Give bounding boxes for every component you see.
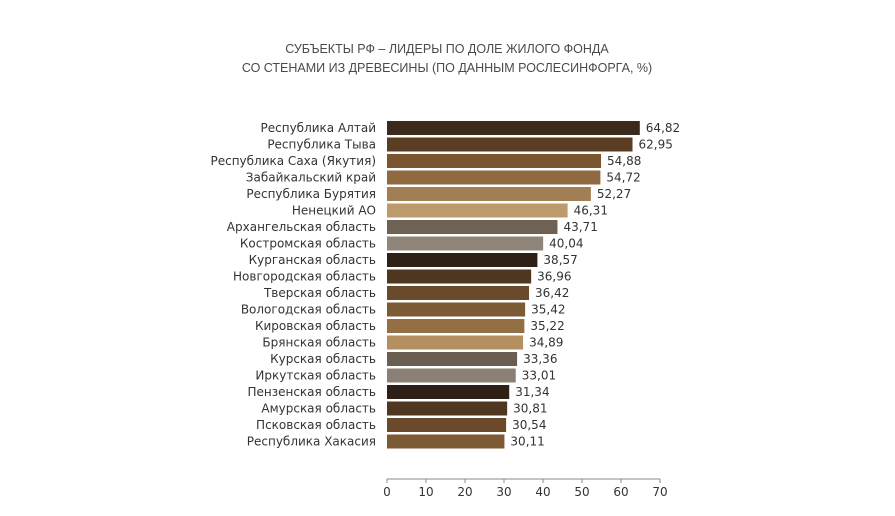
bar xyxy=(387,418,507,432)
bar xyxy=(387,269,532,284)
value-label: 54,72 xyxy=(606,171,640,185)
value-label: 38,57 xyxy=(543,253,577,267)
bar xyxy=(387,187,591,201)
x-tick-label: 60 xyxy=(613,485,628,499)
bar xyxy=(387,335,524,350)
category-label: Новгородская область xyxy=(233,270,376,284)
category-label: Курская область xyxy=(270,352,376,366)
value-label: 54,88 xyxy=(607,154,641,168)
bar xyxy=(387,401,508,416)
x-tick-label: 0 xyxy=(383,485,391,499)
bar xyxy=(387,236,544,251)
bar xyxy=(387,253,538,267)
value-label: 43,71 xyxy=(563,220,597,234)
chart-title: СУБЪЕКТЫ РФ – ЛИДЕРЫ ПО ДОЛЕ ЖИЛОГО ФОНД… xyxy=(242,42,652,75)
value-label: 30,11 xyxy=(510,435,544,449)
value-label: 62,95 xyxy=(639,138,673,152)
bar xyxy=(387,319,525,333)
value-label: 35,42 xyxy=(531,303,565,317)
category-label: Брянская область xyxy=(262,336,376,350)
category-label: Республика Хакасия xyxy=(247,435,376,449)
category-label: Республика Саха (Якутия) xyxy=(210,154,376,168)
category-label: Республика Тыва xyxy=(267,138,376,152)
value-label: 36,96 xyxy=(537,270,571,284)
value-label: 30,81 xyxy=(513,402,547,416)
category-label: Республика Алтай xyxy=(261,121,376,135)
category-label: Ненецкий АО xyxy=(292,204,376,218)
bar xyxy=(387,121,640,135)
bar xyxy=(387,203,568,218)
value-label: 52,27 xyxy=(597,187,631,201)
category-label: Курганская область xyxy=(249,253,376,267)
category-label: Амурская область xyxy=(261,402,376,416)
bar xyxy=(387,302,526,317)
x-axis: 0 10 20 30 40 50 60 70 xyxy=(383,478,668,499)
bars xyxy=(387,121,640,449)
chart-title-line-2: СО СТЕНАМИ ИЗ ДРЕВЕСИНЫ (ПО ДАННЫМ РОСЛЕ… xyxy=(242,61,652,75)
x-tick-label: 70 xyxy=(652,485,667,499)
value-label: 64,82 xyxy=(646,121,680,135)
x-tick-label: 30 xyxy=(496,485,511,499)
value-label: 36,42 xyxy=(535,286,569,300)
category-label: Кировская область xyxy=(255,319,376,333)
category-label: Псковская область xyxy=(256,418,376,432)
x-tick-label: 10 xyxy=(418,485,433,499)
bar xyxy=(387,170,601,185)
bar xyxy=(387,286,530,300)
category-label: Архангельская область xyxy=(227,220,376,234)
bar xyxy=(387,352,518,366)
value-label: 33,36 xyxy=(523,352,557,366)
bar xyxy=(387,434,505,449)
category-label: Пензенская область xyxy=(247,385,376,399)
value-label: 40,04 xyxy=(549,237,583,251)
bar xyxy=(387,368,516,383)
category-label: Забайкальский край xyxy=(246,171,376,185)
value-labels: 64,82 62,95 54,88 54,72 52,27 46,31 43,71 40,04… xyxy=(510,121,680,449)
bar xyxy=(387,385,510,399)
category-label: Иркутская область xyxy=(255,369,376,383)
bar xyxy=(387,220,558,234)
category-label: Республика Бурятия xyxy=(246,187,376,201)
x-tick-label: 20 xyxy=(457,485,472,499)
value-label: 46,31 xyxy=(574,204,608,218)
bar xyxy=(387,154,602,168)
category-label: Вологодская область xyxy=(241,303,376,317)
value-label: 30,54 xyxy=(512,418,546,432)
value-label: 31,34 xyxy=(515,385,549,399)
category-labels: Республика Алтай Республика Тыва Республик… xyxy=(210,121,376,449)
value-label: 35,22 xyxy=(530,319,564,333)
value-label: 33,01 xyxy=(522,369,556,383)
category-label: Костромская область xyxy=(240,237,376,251)
x-tick-label: 50 xyxy=(574,485,589,499)
chart-title-line-1: СУБЪЕКТЫ РФ – ЛИДЕРЫ ПО ДОЛЕ ЖИЛОГО ФОНД… xyxy=(285,42,609,56)
category-label: Тверская область xyxy=(263,286,376,300)
value-label: 34,89 xyxy=(529,336,563,350)
x-tick-label: 40 xyxy=(535,485,550,499)
bar xyxy=(387,137,633,152)
